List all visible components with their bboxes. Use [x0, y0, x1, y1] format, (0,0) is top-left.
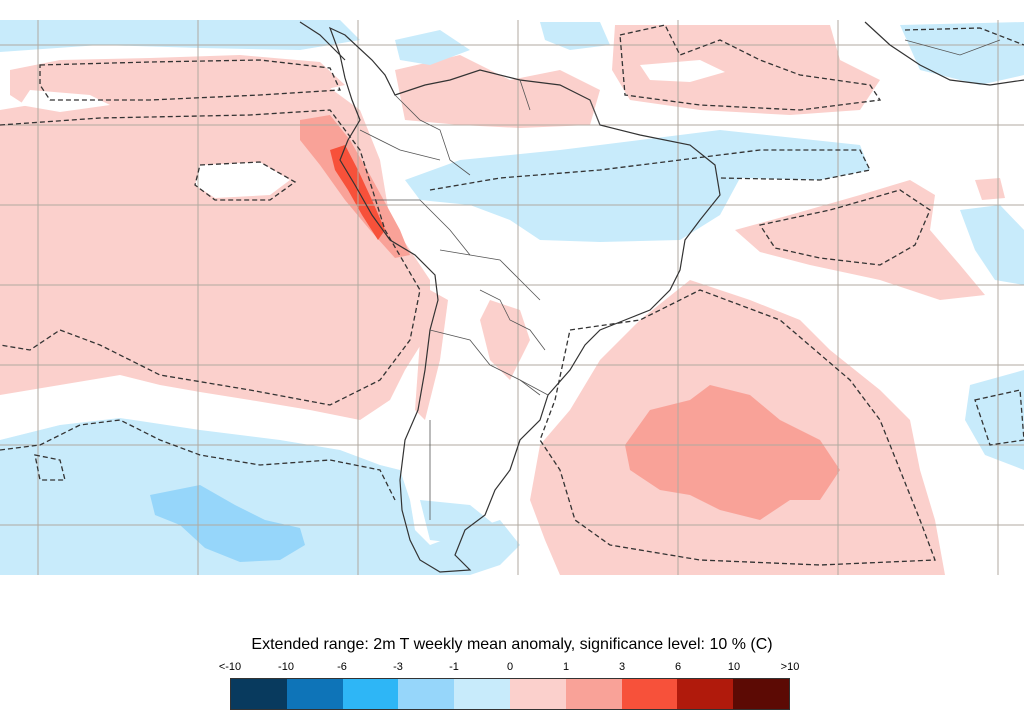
legend-tick-label: -3	[393, 661, 403, 673]
legend-tick-label: <-10	[218, 661, 242, 673]
legend-tick-label: -1	[449, 661, 459, 673]
central-america-coastline	[299, 21, 346, 61]
legend-tick-label: 10	[727, 661, 741, 673]
legend-swatch	[231, 679, 287, 709]
neutral-patches	[20, 60, 725, 198]
south-atlantic-moderate-warm-patch	[625, 385, 840, 520]
atlantic-neutral-patch	[640, 60, 725, 82]
south-pacific-cool-region	[0, 418, 520, 575]
north-pacific-cool-band	[0, 20, 360, 52]
northeast-brazil-cool-region	[405, 130, 870, 242]
caribbean-cool-patch	[395, 30, 470, 65]
lat-lon-grid	[0, 20, 1024, 575]
legend-swatch	[286, 679, 343, 709]
africa-coastline	[864, 21, 1024, 86]
tropical-atlantic-warm-band	[735, 180, 985, 300]
coastlines	[299, 21, 1024, 573]
legend-swatch	[454, 679, 510, 709]
legend-color-bar	[230, 678, 790, 710]
strong-cool-regions	[150, 485, 305, 562]
north-pacific-neutral-patch	[20, 90, 110, 112]
legend-tick-labels: <-10 -10 -6 -3 -1 0 1 3 6 10 >10	[0, 661, 1024, 675]
legend-tick-label: >10	[780, 661, 800, 673]
legend-tick-label: 3	[618, 661, 626, 673]
legend-tick-label: -6	[337, 661, 347, 673]
east-atlantic-cool-patch	[960, 205, 1024, 285]
legend-tick-label: -10	[278, 661, 294, 673]
legend-swatch	[565, 679, 622, 709]
pacific-warm-region	[0, 88, 430, 420]
south-america-coastline	[328, 26, 721, 573]
south-pacific-strong-cool-patch	[150, 485, 305, 562]
legend-tick-label: 0	[506, 661, 514, 673]
legend-swatch	[509, 679, 566, 709]
legend: Extended range: 2m T weekly mean anomaly…	[0, 630, 1024, 720]
patagonia-cool-patch	[420, 500, 495, 545]
legend-swatch	[621, 679, 678, 709]
legend-swatch	[398, 679, 455, 709]
caribbean-warm-region	[395, 55, 600, 128]
anomaly-map	[0, 20, 1024, 575]
legend-swatch	[677, 679, 734, 709]
legend-swatch	[733, 679, 789, 709]
north-atlantic-warm-region	[612, 25, 880, 115]
cool-anomaly-regions	[0, 20, 1024, 575]
gulf-cool-patch	[540, 22, 610, 50]
legend-tick-label: 6	[674, 661, 682, 673]
country-borders	[359, 39, 1001, 520]
map-canvas	[0, 20, 1024, 575]
significance-contours	[0, 24, 1024, 566]
pacific-neutral-patch	[195, 162, 290, 198]
legend-tick-label: 1	[562, 661, 570, 673]
legend-title: Extended range: 2m T weekly mean anomaly…	[251, 636, 773, 653]
legend-swatch	[342, 679, 399, 709]
africa-coast-cool-patch	[900, 22, 1024, 85]
andes-warm-sliver	[415, 290, 448, 420]
